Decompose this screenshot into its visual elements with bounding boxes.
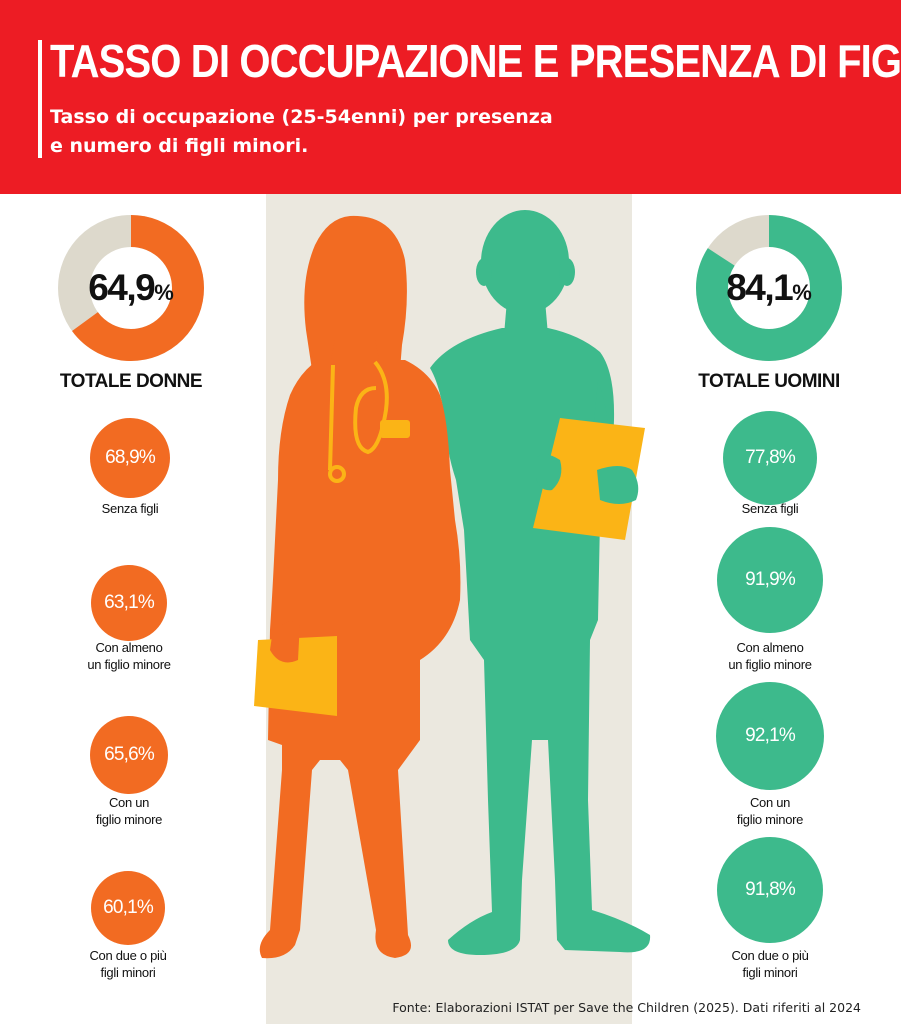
women-total-percent-sign: %: [154, 280, 174, 305]
women-label-1-line2: un figlio minore: [87, 657, 171, 672]
women-label-1-line1: Con almeno: [95, 640, 163, 655]
header-banner: TASSO DI OCCUPAZIONE E PRESENZA DI FIGLI…: [0, 0, 901, 194]
men-bubble-un-figlio: 92,1%: [716, 682, 824, 790]
stethoscope-icon: [328, 360, 389, 483]
badge-icon: [380, 420, 410, 438]
men-total-label: TOTALE UOMINI: [698, 371, 840, 392]
women-label-3-line2: figli minori: [100, 965, 156, 980]
header-accent-bar: [38, 40, 42, 158]
men-label-1-line2: un figlio minore: [728, 657, 812, 672]
men-bubble-almeno-un-figlio: 91,9%: [717, 527, 823, 633]
man-silhouette: [430, 210, 651, 955]
women-total-donut: 64,9%: [58, 215, 204, 361]
women-label-un-figlio: Con un figlio minore: [39, 794, 219, 828]
men-label-2-line1: Con un: [749, 795, 791, 810]
men-donut-chart: [696, 215, 842, 361]
women-bubble-senza-figli: 68,9%: [90, 418, 170, 498]
women-donut-chart: [58, 215, 204, 361]
men-total-donut: 84,1%: [696, 215, 842, 361]
women-label-0-line1: Senza figli: [101, 501, 159, 516]
women-bubble-due-o-piu-figli: 60,1%: [91, 871, 165, 945]
women-label-2-line1: Con un: [108, 795, 150, 810]
women-label-senza-figli: Senza figli: [40, 500, 220, 517]
page-title: TASSO DI OCCUPAZIONE E PRESENZA DI FIGLI: [50, 35, 901, 87]
men-label-almeno-un-figlio: Con almeno un figlio minore: [680, 639, 860, 673]
men-bubble-senza-figli: 77,8%: [723, 411, 817, 505]
source-note: Fonte: Elaborazioni ISTAT per Save the C…: [392, 1000, 861, 1015]
women-label-due-o-piu-figli: Con due o più figli minori: [38, 947, 218, 981]
women-bubble-almeno-un-figlio: 63,1%: [91, 565, 167, 641]
men-total-number: 84,1: [726, 267, 794, 308]
men-label-un-figlio: Con un figlio minore: [680, 794, 860, 828]
men-bubble-due-o-piu-figli: 91,8%: [717, 837, 823, 943]
subtitle-line-1: Tasso di occupazione (25-54enni) per pre…: [50, 106, 553, 128]
men-total-value: 84,1%: [696, 267, 842, 309]
women-total-number: 64,9: [88, 267, 156, 308]
women-bubble-un-figlio: 65,6%: [90, 716, 168, 794]
men-label-due-o-piu-figli: Con due o più figli minori: [680, 947, 860, 981]
women-total-label: TOTALE DONNE: [59, 371, 203, 392]
women-label-2-line2: figlio minore: [95, 812, 163, 827]
woman-silhouette: [259, 215, 461, 959]
men-donut-arc: [696, 215, 842, 361]
men-label-1-line1: Con almeno: [736, 640, 804, 655]
women-donut-arc: [58, 215, 204, 361]
women-total-value: 64,9%: [58, 267, 204, 309]
men-total-percent-sign: %: [792, 280, 812, 305]
folder-icon-woman: [254, 621, 337, 716]
women-label-almeno-un-figlio: Con almeno un figlio minore: [39, 639, 219, 673]
men-label-2-line2: figlio minore: [736, 812, 804, 827]
men-label-3-line2: figli minori: [742, 965, 798, 980]
page-subtitle: Tasso di occupazione (25-54enni) per pre…: [50, 103, 610, 161]
men-label-0-line1: Senza figli: [741, 501, 799, 516]
men-label-3-line1: Con due o più: [731, 948, 809, 963]
subtitle-line-2: e numero di figli minori.: [50, 135, 309, 157]
men-label-senza-figli: Senza figli: [680, 500, 860, 517]
folder-icon-man: [533, 418, 645, 540]
women-label-3-line1: Con due o più: [89, 948, 167, 963]
